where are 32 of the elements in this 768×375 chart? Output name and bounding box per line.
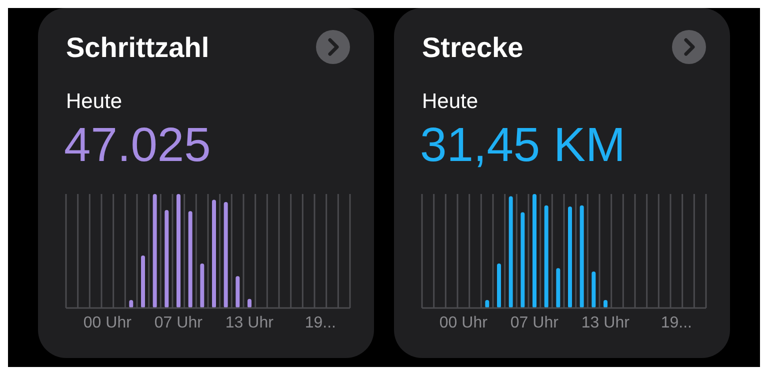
bar <box>152 194 157 308</box>
bar <box>556 268 560 308</box>
chart-subtitle: Heute <box>66 90 122 114</box>
bar <box>568 206 572 308</box>
x-tick-label: 00 Uhr <box>439 314 488 332</box>
bar <box>236 276 240 308</box>
text: 31,45 KM <box>420 118 626 173</box>
x-tick-label: 07 Uhr <box>510 314 560 332</box>
x-tick-label: 19... <box>304 314 336 332</box>
bar <box>188 211 192 308</box>
bar <box>176 194 180 308</box>
bar <box>497 264 501 308</box>
bar <box>212 200 216 308</box>
x-tick-label: 07 Uhr <box>154 314 204 332</box>
bar <box>508 196 513 308</box>
bar <box>592 272 596 308</box>
bar <box>141 256 145 308</box>
bar <box>520 212 525 308</box>
chart-title: Schrittzahl <box>66 32 210 64</box>
x-tick-label: 13 Uhr <box>581 314 630 332</box>
bar <box>532 194 536 308</box>
bar <box>580 205 584 308</box>
bar <box>544 205 548 308</box>
chart-title: Strecke <box>422 32 524 64</box>
chart-subtitle: Heute <box>422 90 478 114</box>
bar <box>224 202 228 308</box>
x-tick-label: 13 Uhr <box>225 314 274 332</box>
bar <box>164 210 169 308</box>
x-tick-label: 00 Uhr <box>83 314 132 332</box>
bar <box>200 264 204 308</box>
x-tick-label: 19... <box>660 314 692 332</box>
text: 47.025 <box>64 118 211 173</box>
